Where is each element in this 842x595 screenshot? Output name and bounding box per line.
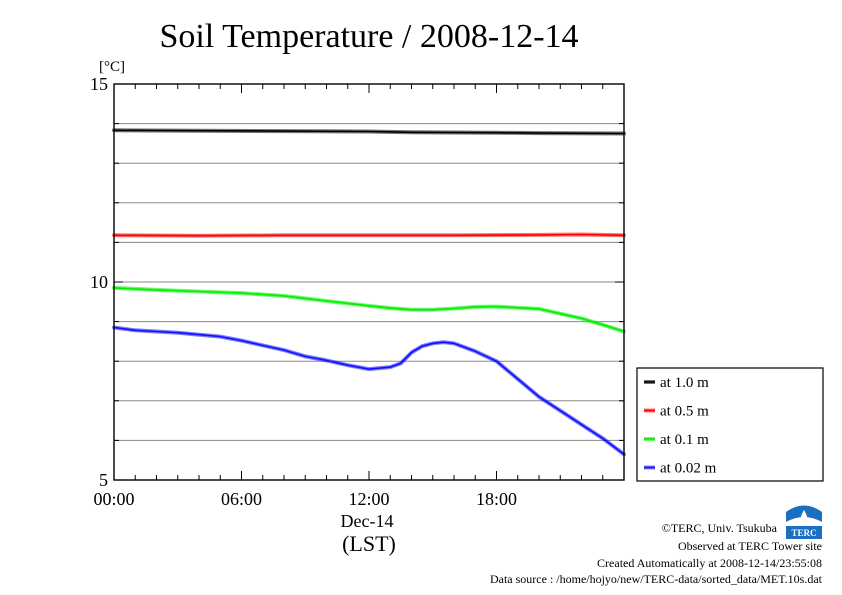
chart-title: Soil Temperature / 2008-12-14 — [159, 18, 578, 55]
x-tick-label: 00:00 — [93, 489, 134, 509]
footer-data-source: Data source : /home/hojyo/new/TERC-data/… — [490, 572, 823, 586]
y-axis-label: [°C] — [99, 59, 125, 75]
footer-created: Created Automatically at 2008-12-14/23:5… — [597, 556, 822, 570]
x-tick-labels: 00:00 06:00 12:00 18:00 — [93, 489, 517, 509]
series-line — [113, 129, 625, 135]
y-tick-labels: 5 10 15 — [90, 74, 108, 490]
legend-label: at 1.0 m — [660, 375, 709, 391]
legend: at 1.0 m at 0.5 m at 0.1 m at 0.02 m — [636, 367, 824, 482]
series-line-halo — [112, 325, 626, 457]
y-tick-label: 5 — [99, 470, 108, 490]
series-layer — [112, 128, 626, 457]
legend-label: at 0.02 m — [660, 461, 717, 477]
x-axis-tz-label: (LST) — [342, 531, 396, 556]
y-tick-label: 15 — [90, 74, 108, 94]
logo-text: TERC — [791, 528, 816, 538]
y-tick-label: 10 — [90, 272, 108, 292]
legend-box — [636, 367, 824, 482]
axis-ticks — [113, 83, 625, 481]
x-tick-label: 06:00 — [221, 489, 262, 509]
legend-label: at 0.5 m — [660, 404, 709, 420]
terc-logo: TERC — [785, 505, 823, 539]
legend-label: at 0.1 m — [660, 432, 709, 448]
series-line — [113, 326, 625, 456]
x-axis-date-label: Dec-14 — [341, 511, 394, 531]
series-line-halo — [112, 285, 626, 334]
series-line — [113, 287, 625, 333]
x-tick-label: 18:00 — [476, 489, 517, 509]
grid-lines — [114, 123, 624, 441]
series-line — [113, 233, 625, 237]
footer-copyright: ©TERC, Univ. Tsukuba — [662, 521, 778, 535]
x-tick-label: 12:00 — [348, 489, 389, 509]
footer-observed: Observed at TERC Tower site — [678, 539, 822, 553]
